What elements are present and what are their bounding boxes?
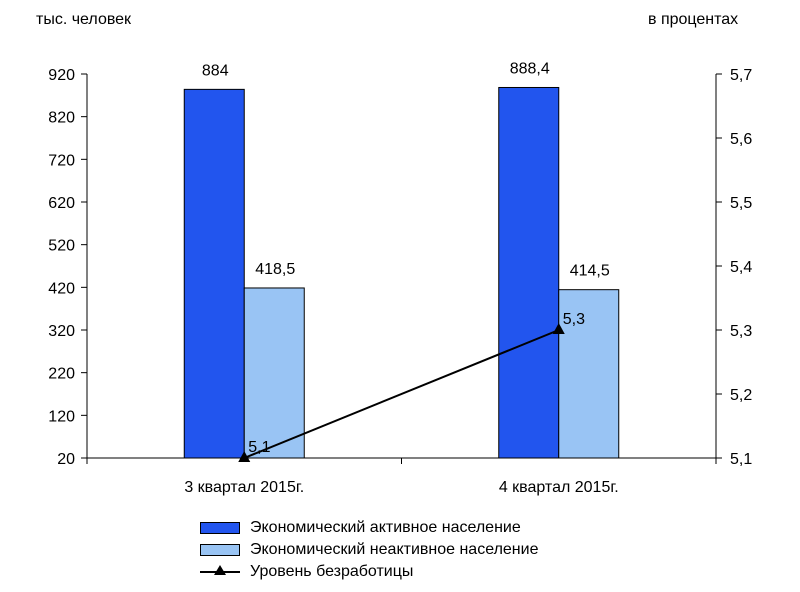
legend-label-inactive: Экономический неактивное население [250, 541, 539, 558]
legend-label-unemployment: Уровень безработицы [250, 563, 414, 580]
legend-swatch-active [200, 522, 240, 534]
unemployment-line [243, 329, 560, 459]
unemployment-value-label: 5,3 [563, 311, 585, 328]
left-tick-label: 520 [48, 238, 75, 255]
x-tick-label: 3 квартал 2015г. [184, 479, 304, 496]
unemployment-value-label: 5,1 [248, 439, 270, 456]
left-tick-label: 720 [48, 152, 75, 169]
chart: 20 120 220 320 420 520 620 720 820 920 5,1 5,2 5,3 5,… [48, 60, 752, 496]
right-tick-label: 5,3 [730, 323, 752, 340]
left-tick-label: 620 [48, 195, 75, 212]
right-tick-label: 5,4 [730, 259, 752, 276]
left-axis-title: тыс. человек [36, 11, 132, 28]
bar-value-label: 884 [202, 62, 229, 79]
left-tick-label: 420 [48, 280, 75, 297]
bar [558, 289, 620, 459]
left-tick-label: 220 [48, 366, 75, 383]
left-tick-label: 920 [48, 67, 75, 84]
legend-swatch-inactive [200, 544, 240, 556]
right-tick-label: 5,6 [730, 131, 752, 148]
legend-marker-unemployment [214, 565, 226, 575]
left-tick-label: 120 [48, 408, 75, 425]
left-tick-label: 820 [48, 110, 75, 127]
bar-value-label: 418,5 [255, 261, 295, 278]
right-tick-label: 5,5 [730, 195, 752, 212]
right-tick-label: 5,2 [730, 387, 752, 404]
right-tick-label: 5,1 [730, 451, 752, 468]
bar [243, 287, 305, 459]
left-tick-label: 320 [48, 323, 75, 340]
right-axis-title: в процентах [648, 11, 739, 28]
bar [498, 86, 560, 459]
left-tick-label: 20 [57, 451, 75, 468]
right-tick-label: 5,7 [730, 67, 752, 84]
bar [183, 88, 245, 459]
x-tick-label: 4 квартал 2015г. [499, 479, 619, 496]
bar-value-label: 414,5 [570, 263, 610, 280]
unemployment-point [238, 451, 251, 462]
legend-label-active: Экономический активное население [250, 519, 521, 536]
unemployment-point [552, 323, 565, 334]
bar-value-label: 888,4 [510, 60, 550, 77]
